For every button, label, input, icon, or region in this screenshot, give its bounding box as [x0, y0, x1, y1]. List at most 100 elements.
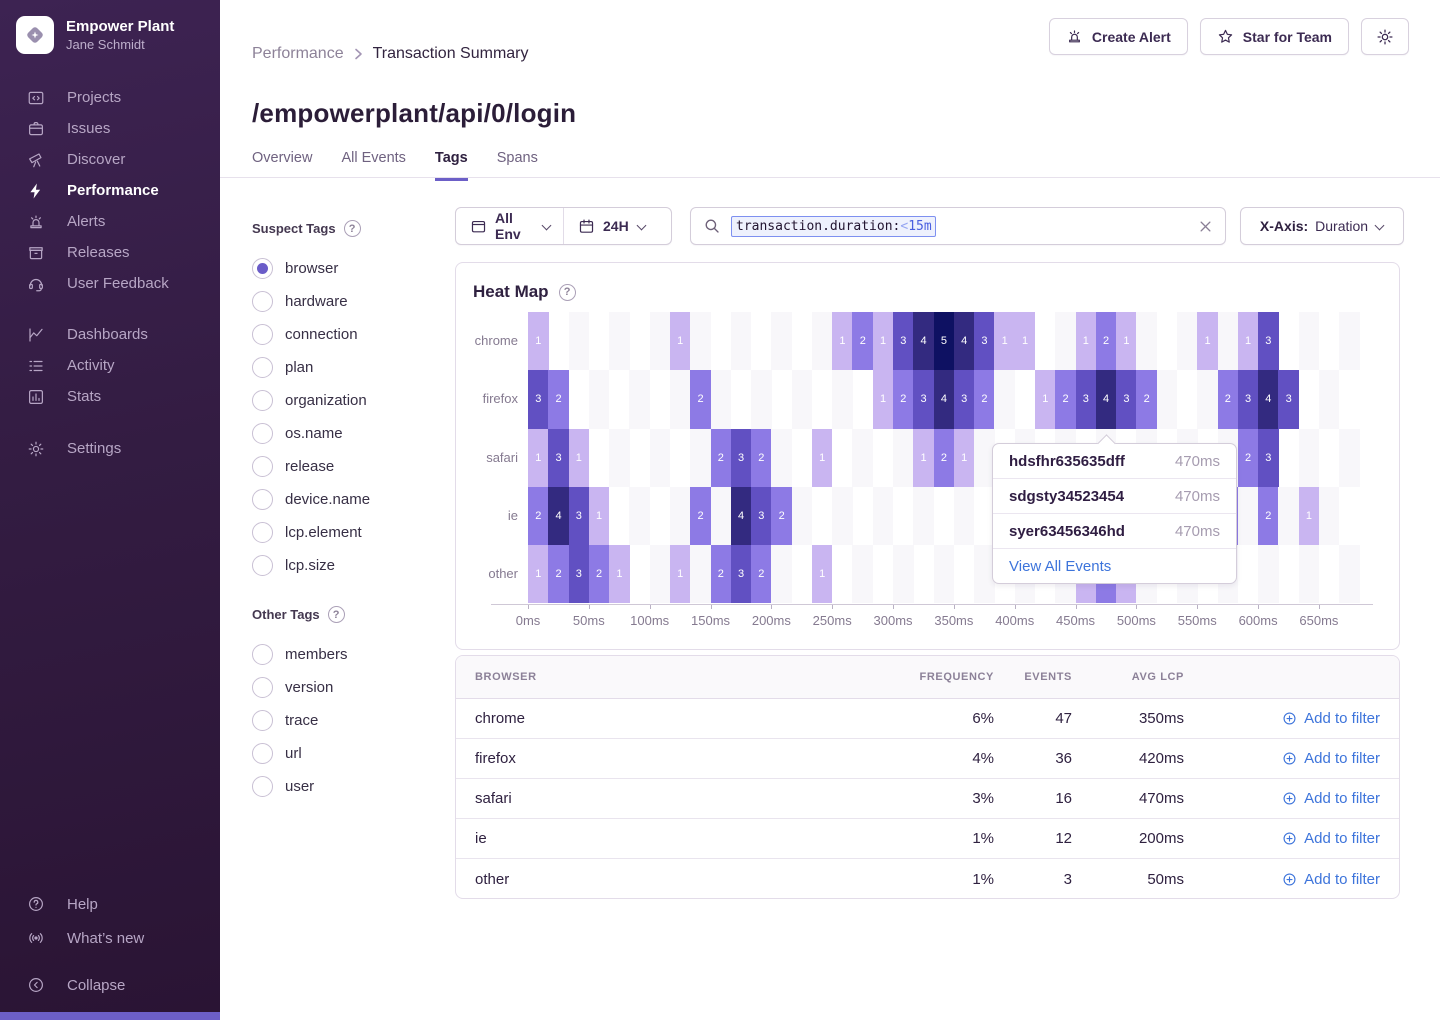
heatmap-cell-chrome-16[interactable]: 2: [852, 312, 874, 371]
sidebar-item-what-s-new[interactable]: What’s new: [0, 921, 220, 955]
radio-icon[interactable]: [252, 357, 273, 378]
heatmap-cell-other-3[interactable]: 2: [588, 545, 610, 604]
help-circle-icon[interactable]: ?: [327, 606, 345, 623]
heatmap-cell-safari-2[interactable]: 1: [568, 428, 590, 487]
heatmap-cell-chrome-36[interactable]: 3: [1258, 312, 1279, 371]
heatmap-cell-safari-0[interactable]: 1: [528, 428, 549, 487]
sidebar-item-discover[interactable]: Discover: [0, 144, 220, 175]
heatmap-cell-chrome-29[interactable]: 1: [1116, 312, 1137, 371]
heatmap-cell-chrome-15[interactable]: 1: [832, 312, 853, 371]
heatmap-cell-ie-12[interactable]: 2: [771, 486, 792, 546]
tag-radio-browser[interactable]: browser: [252, 252, 442, 285]
tag-radio-lcp-size[interactable]: lcp.size: [252, 549, 442, 582]
star-for-team-button[interactable]: Star for Team: [1199, 18, 1349, 55]
create-alert-button[interactable]: Create Alert: [1048, 18, 1188, 55]
heatmap-cell-safari-11[interactable]: 2: [751, 428, 772, 487]
radio-icon[interactable]: [252, 743, 273, 764]
heatmap-cell-chrome-35[interactable]: 1: [1237, 312, 1259, 371]
heatmap-cell-firefox-37[interactable]: 3: [1278, 370, 1299, 429]
tag-radio-plan[interactable]: plan: [252, 351, 442, 384]
tag-radio-members[interactable]: members: [252, 638, 442, 671]
heatmap-cell-ie-38[interactable]: 1: [1298, 486, 1320, 546]
tab-all-events[interactable]: All Events: [341, 150, 406, 166]
tag-radio-hardware[interactable]: hardware: [252, 285, 442, 318]
heatmap-cell-other-4[interactable]: 1: [609, 545, 630, 604]
heatmap-cell-other-7[interactable]: 1: [669, 545, 691, 604]
tooltip-event-row[interactable]: hdsfhr635635dff 470ms: [993, 444, 1236, 479]
tag-radio-os-name[interactable]: os.name: [252, 417, 442, 450]
heatmap-cell-chrome-0[interactable]: 1: [528, 312, 549, 371]
heatmap-cell-chrome-17[interactable]: 1: [872, 312, 894, 371]
heatmap-cell-firefox-28[interactable]: 4: [1095, 370, 1117, 429]
heatmap-cell-chrome-21[interactable]: 4: [953, 312, 975, 371]
heatmap-cell-safari-14[interactable]: 1: [811, 428, 833, 487]
heatmap-cell-firefox-8[interactable]: 2: [690, 370, 711, 429]
heatmap-cell-safari-35[interactable]: 2: [1237, 428, 1259, 487]
heatmap-cell-firefox-1[interactable]: 2: [548, 370, 569, 429]
radio-icon[interactable]: [252, 258, 273, 279]
view-all-events-link[interactable]: View All Events: [1009, 557, 1112, 575]
sidebar-item-settings[interactable]: Settings: [0, 433, 220, 464]
help-circle-icon[interactable]: ?: [558, 283, 576, 301]
add-to-filter-button[interactable]: Add to filter: [1184, 871, 1380, 888]
tooltip-event-row[interactable]: syer63456346hd 470ms: [993, 514, 1236, 549]
heatmap-cell-safari-10[interactable]: 3: [730, 428, 752, 487]
heatmap-cell-firefox-19[interactable]: 3: [913, 370, 934, 429]
heatmap-cell-firefox-36[interactable]: 4: [1258, 370, 1279, 429]
heatmap-cell-firefox-18[interactable]: 2: [893, 370, 914, 429]
sidebar-item-collapse[interactable]: Collapse: [0, 968, 220, 1002]
radio-icon[interactable]: [252, 489, 273, 510]
clear-search-icon[interactable]: [1198, 219, 1213, 234]
xaxis-dropdown[interactable]: X-Axis: Duration: [1240, 207, 1404, 245]
add-to-filter-button[interactable]: Add to filter: [1184, 750, 1380, 767]
heatmap-cell-firefox-27[interactable]: 3: [1075, 370, 1097, 429]
radio-icon[interactable]: [252, 423, 273, 444]
heatmap-cell-firefox-26[interactable]: 2: [1055, 370, 1076, 429]
heatmap-cell-other-9[interactable]: 2: [710, 545, 732, 604]
heatmap-cell-safari-21[interactable]: 1: [953, 428, 975, 487]
sidebar-item-user-feedback[interactable]: User Feedback: [0, 268, 220, 299]
tab-tags[interactable]: Tags: [434, 150, 468, 181]
heatmap-cell-other-11[interactable]: 2: [751, 545, 772, 604]
tag-radio-lcp-element[interactable]: lcp.element: [252, 516, 442, 549]
heatmap-cell-chrome-23[interactable]: 1: [994, 312, 1016, 371]
settings-gear-button[interactable]: [1361, 18, 1409, 55]
heatmap-cell-chrome-20[interactable]: 5: [933, 312, 955, 371]
tag-radio-organization[interactable]: organization: [252, 384, 442, 417]
tag-radio-connection[interactable]: connection: [252, 318, 442, 351]
heatmap-cell-ie-36[interactable]: 2: [1258, 486, 1279, 546]
heatmap-cell-chrome-7[interactable]: 1: [669, 312, 691, 371]
heatmap-cell-chrome-19[interactable]: 4: [913, 312, 934, 371]
heatmap-cell-safari-1[interactable]: 3: [548, 428, 569, 487]
sidebar-item-alerts[interactable]: Alerts: [0, 206, 220, 237]
heatmap-cell-firefox-20[interactable]: 4: [933, 370, 955, 429]
add-to-filter-button[interactable]: Add to filter: [1184, 830, 1380, 847]
radio-icon[interactable]: [252, 324, 273, 345]
heatmap-cell-firefox-25[interactable]: 1: [1035, 370, 1056, 429]
tag-radio-trace[interactable]: trace: [252, 704, 442, 737]
tag-radio-device-name[interactable]: device.name: [252, 483, 442, 516]
environment-dropdown[interactable]: All Env: [456, 208, 563, 244]
heatmap-cell-firefox-0[interactable]: 3: [528, 370, 549, 429]
sidebar-item-releases[interactable]: Releases: [0, 237, 220, 268]
heatmap-cell-chrome-24[interactable]: 1: [1014, 312, 1036, 371]
time-range-dropdown[interactable]: 24H: [564, 208, 671, 244]
search-filter-token[interactable]: transaction.duration:<15m: [731, 215, 936, 237]
tooltip-event-row[interactable]: sdgsty34523454 470ms: [993, 479, 1236, 514]
heatmap-cell-firefox-22[interactable]: 2: [974, 370, 995, 429]
sidebar-item-activity[interactable]: Activity: [0, 350, 220, 381]
tag-radio-version[interactable]: version: [252, 671, 442, 704]
tag-radio-user[interactable]: user: [252, 770, 442, 803]
help-circle-icon[interactable]: ?: [343, 220, 361, 237]
radio-icon[interactable]: [252, 776, 273, 797]
radio-icon[interactable]: [252, 456, 273, 477]
heatmap-cell-chrome-18[interactable]: 3: [893, 312, 914, 371]
heatmap-cell-firefox-29[interactable]: 3: [1116, 370, 1137, 429]
radio-icon[interactable]: [252, 710, 273, 731]
heatmap-cell-other-0[interactable]: 1: [528, 545, 549, 604]
heatmap-cell-other-1[interactable]: 2: [548, 545, 569, 604]
heatmap-cell-chrome-33[interactable]: 1: [1197, 312, 1218, 371]
heatmap-cell-safari-36[interactable]: 3: [1258, 428, 1279, 487]
tag-radio-release[interactable]: release: [252, 450, 442, 483]
heatmap-cell-ie-8[interactable]: 2: [690, 486, 711, 546]
